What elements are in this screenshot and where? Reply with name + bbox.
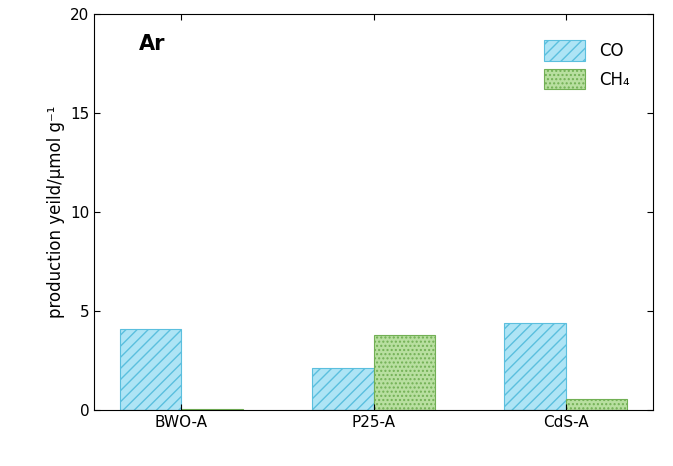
Bar [504, 323, 566, 410]
Y-axis label: production yeild/μmol g⁻¹: production yeild/μmol g⁻¹ [46, 106, 65, 318]
Bar [566, 399, 627, 410]
Bar [374, 335, 435, 410]
Bar [312, 369, 374, 410]
Bar [120, 329, 181, 410]
Text: Ar: Ar [139, 34, 166, 54]
Bar [181, 409, 243, 410]
Legend: CO, CH₄: CO, CH₄ [537, 34, 636, 96]
